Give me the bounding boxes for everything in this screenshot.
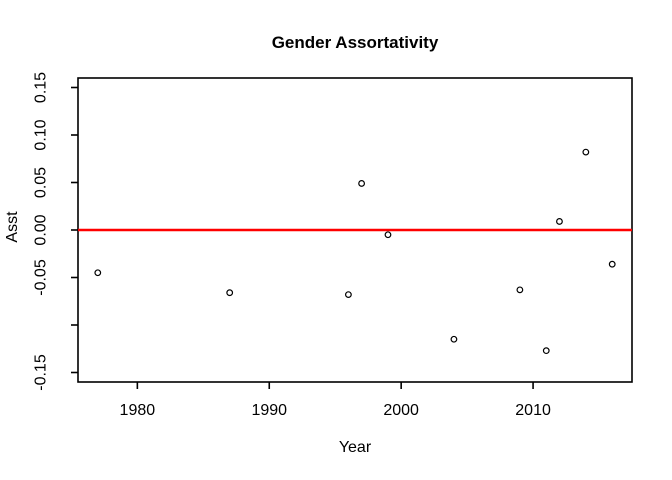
x-axis-tick-label: 1990 [251, 402, 287, 419]
x-axis-tick-label: 2000 [383, 402, 419, 419]
x-axis-tick-label: 1980 [120, 402, 156, 419]
data-point [582, 148, 590, 156]
data-point [516, 286, 524, 294]
data-point [358, 180, 365, 187]
data-point [226, 289, 234, 297]
y-axis-tick-label: 0.10 [33, 119, 50, 150]
data-point [450, 335, 458, 343]
y-axis-tick-label: 0.15 [33, 72, 50, 103]
x-axis-tick-label: 2010 [515, 402, 551, 419]
data-point [384, 231, 392, 239]
data-point [608, 260, 616, 268]
data-point [556, 218, 563, 225]
y-axis-tick-label: 0.05 [33, 167, 50, 198]
chart-title: Gender Assortativity [271, 33, 439, 52]
data-point [345, 291, 352, 299]
data-point [542, 347, 550, 355]
x-axis-label: Year [338, 439, 372, 456]
data-point [94, 269, 102, 277]
y-axis-tick-label: 0.00 [33, 214, 50, 245]
y-axis-tick-label: -0.05 [33, 259, 50, 296]
y-axis-tick-label: -0.15 [33, 354, 50, 391]
